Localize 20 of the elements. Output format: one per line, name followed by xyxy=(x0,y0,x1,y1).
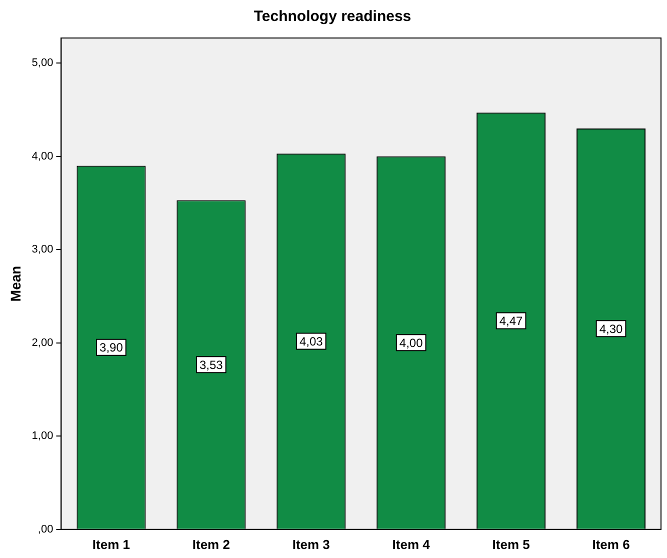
x-tick-label: Item 4 xyxy=(392,536,431,552)
x-tick-label: Item 1 xyxy=(92,536,130,552)
y-tick-label: 3,00 xyxy=(32,244,54,256)
x-tick-label: Item 3 xyxy=(292,536,330,552)
chart-title: Technology readiness xyxy=(254,8,412,26)
y-tick-label: ,00 xyxy=(38,523,54,536)
data-label: 4,30 xyxy=(599,322,624,336)
data-label: 4,47 xyxy=(499,314,524,328)
data-label: 4,03 xyxy=(299,334,324,349)
data-label: 3,90 xyxy=(100,340,124,355)
data-label: 3,53 xyxy=(199,358,224,372)
x-tick-label: Item 5 xyxy=(492,536,530,552)
y-tick-label: 5,00 xyxy=(32,57,54,70)
x-tick-label: Item 6 xyxy=(592,536,630,552)
y-axis-title: Mean xyxy=(7,266,24,302)
y-tick-label: 2,00 xyxy=(32,336,54,349)
data-label: 4,00 xyxy=(399,336,424,350)
x-tick-label: Item 2 xyxy=(192,536,230,552)
y-tick-label: 1,00 xyxy=(32,430,54,442)
y-tick-label: 4,00 xyxy=(32,150,54,162)
